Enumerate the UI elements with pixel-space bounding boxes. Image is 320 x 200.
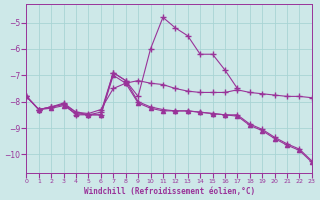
X-axis label: Windchill (Refroidissement éolien,°C): Windchill (Refroidissement éolien,°C) bbox=[84, 187, 255, 196]
